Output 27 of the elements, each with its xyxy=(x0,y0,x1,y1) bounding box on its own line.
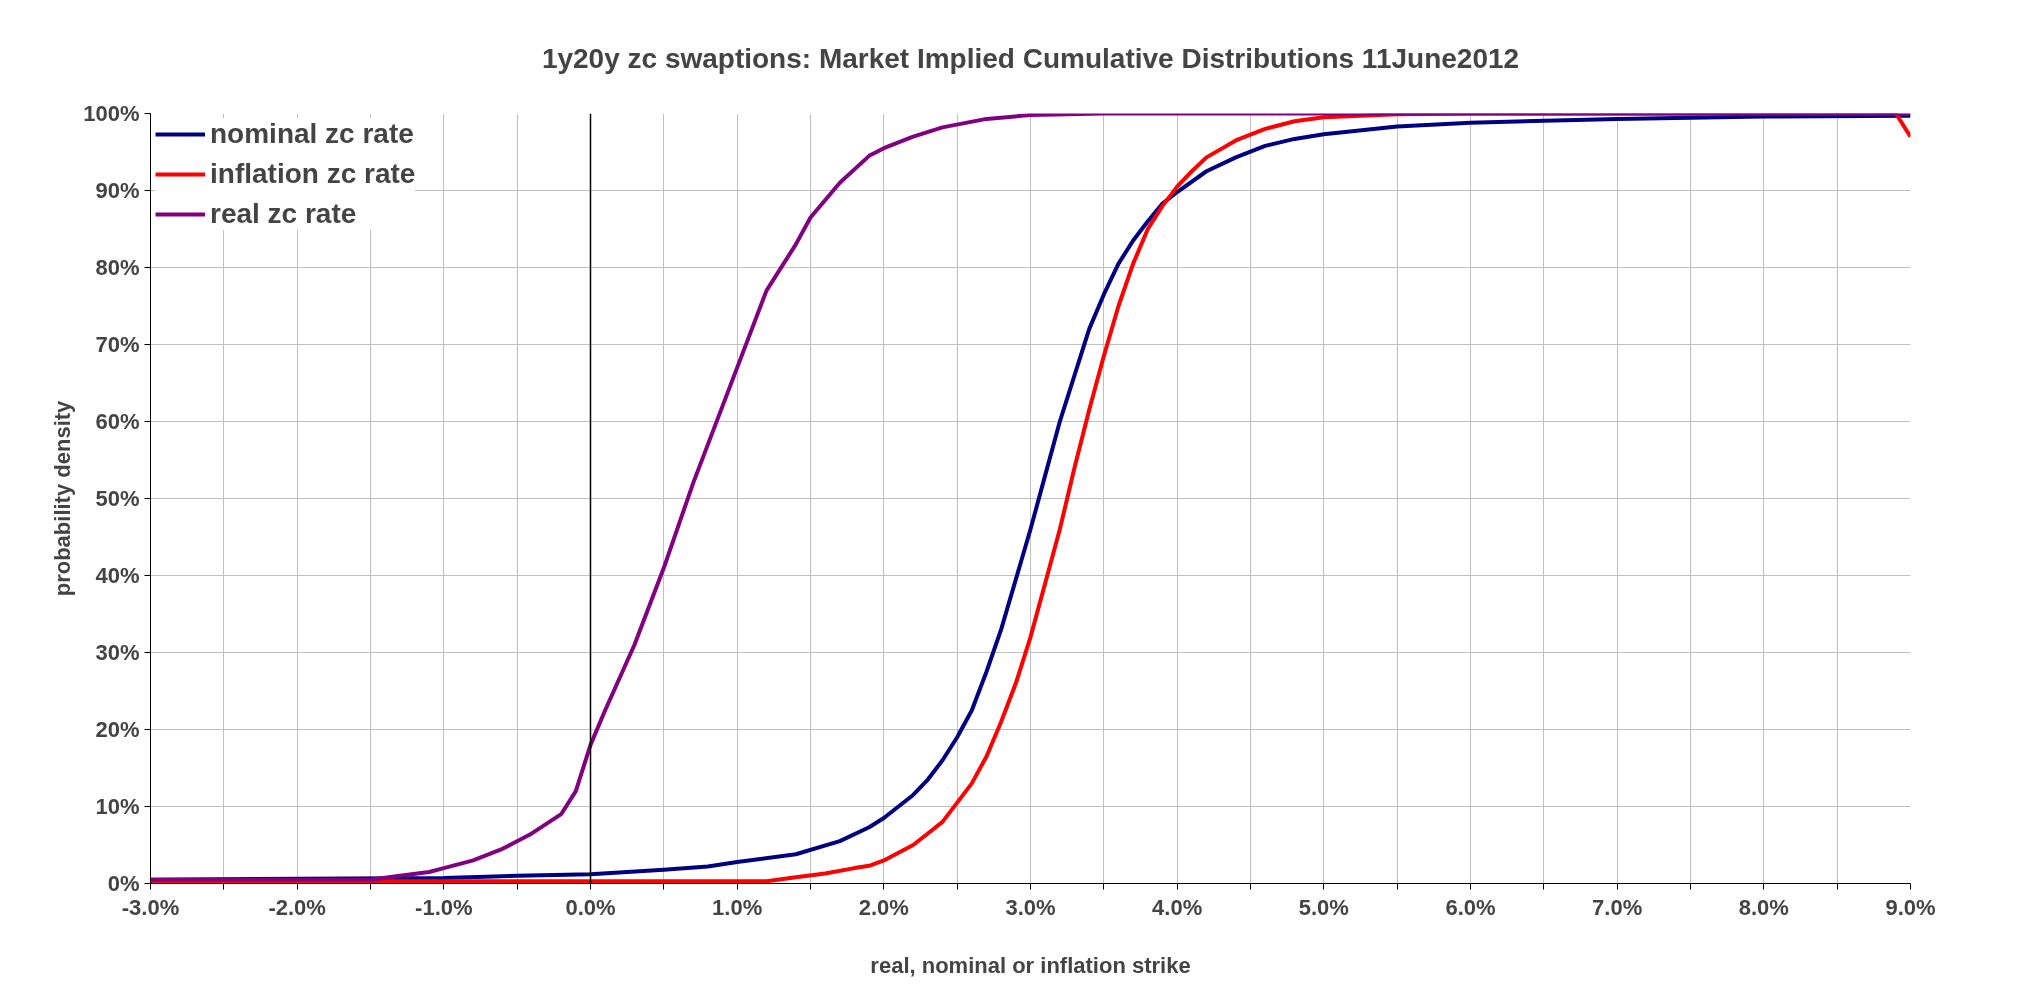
y-tick-label: 100% xyxy=(83,101,140,126)
x-tick-label: 6.0% xyxy=(1445,894,1496,920)
y-axis-title: probability density xyxy=(50,399,76,597)
y-tick-label: 20% xyxy=(95,717,140,742)
x-tick-label: 5.0% xyxy=(1298,894,1349,920)
y-tick-label: 70% xyxy=(95,332,140,357)
y-tick-label: 90% xyxy=(95,178,140,203)
y-tick-label: 80% xyxy=(95,255,140,280)
y-tick-label: 30% xyxy=(95,640,140,665)
y-tick-label: 40% xyxy=(95,563,140,588)
x-tick-label: 2.0% xyxy=(858,894,909,920)
x-tick-label: 7.0% xyxy=(1592,894,1643,920)
x-tick-label: -3.0% xyxy=(121,894,180,920)
x-tick-label: 1.0% xyxy=(712,894,763,920)
y-tick-label: 50% xyxy=(95,486,140,511)
x-tick-label: 3.0% xyxy=(1005,894,1056,920)
x-tick-label: 8.0% xyxy=(1738,894,1789,920)
y-tick-label: 0% xyxy=(107,871,140,896)
x-tick-label: -2.0% xyxy=(268,894,326,920)
x-tick-label: 9.0% xyxy=(1885,894,1936,920)
x-tick-label: 4.0% xyxy=(1152,894,1203,920)
chart-title: 1y20y zc swaptions: Market Implied Cumulative Distributions 11June2012 xyxy=(541,42,1520,74)
y-tick-label: 60% xyxy=(95,409,140,434)
x-tick-label: 0.0% xyxy=(565,894,616,920)
x-tick-label: -1.0% xyxy=(415,894,473,920)
y-tick-label: 10% xyxy=(95,794,140,819)
x-axis-title: real, nominal or inflation strike xyxy=(870,952,1191,978)
